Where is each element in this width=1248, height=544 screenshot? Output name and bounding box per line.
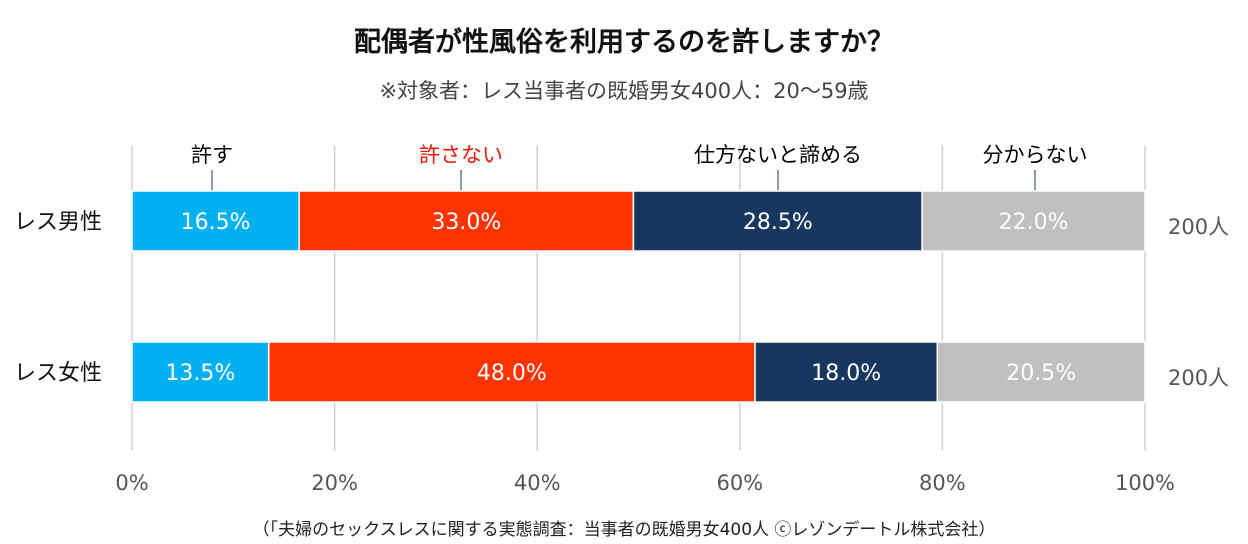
chart-title: 配偶者が性風俗を利用するのを許しますか？ [354, 27, 894, 58]
category-label: レス女性 [14, 361, 102, 386]
bar-segment [131, 341, 270, 403]
x-axis: 0% 20% 40% 60% 80% 100% [115, 471, 1175, 495]
bar-segment [754, 341, 939, 403]
source-note: （「夫婦のセックスレスに関する実態調査：当事者の既婚男女400人 ⓒレゾンデート… [252, 520, 996, 540]
bar-segment [268, 341, 756, 403]
x-tick-label: 100% [1115, 471, 1175, 495]
legend-label: 許す [191, 143, 233, 167]
chart-subtitle: ※対象者：レス当事者の既婚男女400人：20～59歳 [379, 79, 869, 103]
legend-label: 分からない [983, 143, 1088, 167]
x-tick-label: 20% [311, 471, 358, 495]
bar-segment [921, 190, 1146, 252]
bar-value-label: 18.0% [811, 361, 881, 386]
bar-value-label: 16.5% [181, 210, 251, 235]
legend-label: 仕方ないと諦める [694, 143, 862, 167]
bar-value-label: 28.5% [743, 210, 813, 235]
bars [131, 190, 1146, 403]
sample-size-label: 200人 [1168, 366, 1229, 390]
bar-value-label: 33.0% [431, 210, 501, 235]
bar-segment [298, 190, 635, 252]
category-label: レス男性 [14, 210, 102, 235]
bar-segment [936, 341, 1146, 403]
bar-segment [131, 190, 300, 252]
bar-segment [632, 190, 923, 252]
bar-value-label: 20.5% [1006, 361, 1076, 386]
legend-label: 許さない [419, 143, 503, 167]
x-tick-label: 60% [716, 471, 763, 495]
sample-size-label: 200人 [1168, 215, 1229, 239]
legend: 許す 許さない 仕方ないと諦める 分からない [191, 143, 1088, 191]
bar-value-label: 48.0% [477, 361, 547, 386]
x-tick-label: 80% [919, 471, 966, 495]
bar-value-label: 13.5% [165, 361, 235, 386]
x-tick-label: 40% [514, 471, 561, 495]
bar-value-label: 22.0% [999, 210, 1069, 235]
x-tick-label: 0% [115, 471, 148, 495]
